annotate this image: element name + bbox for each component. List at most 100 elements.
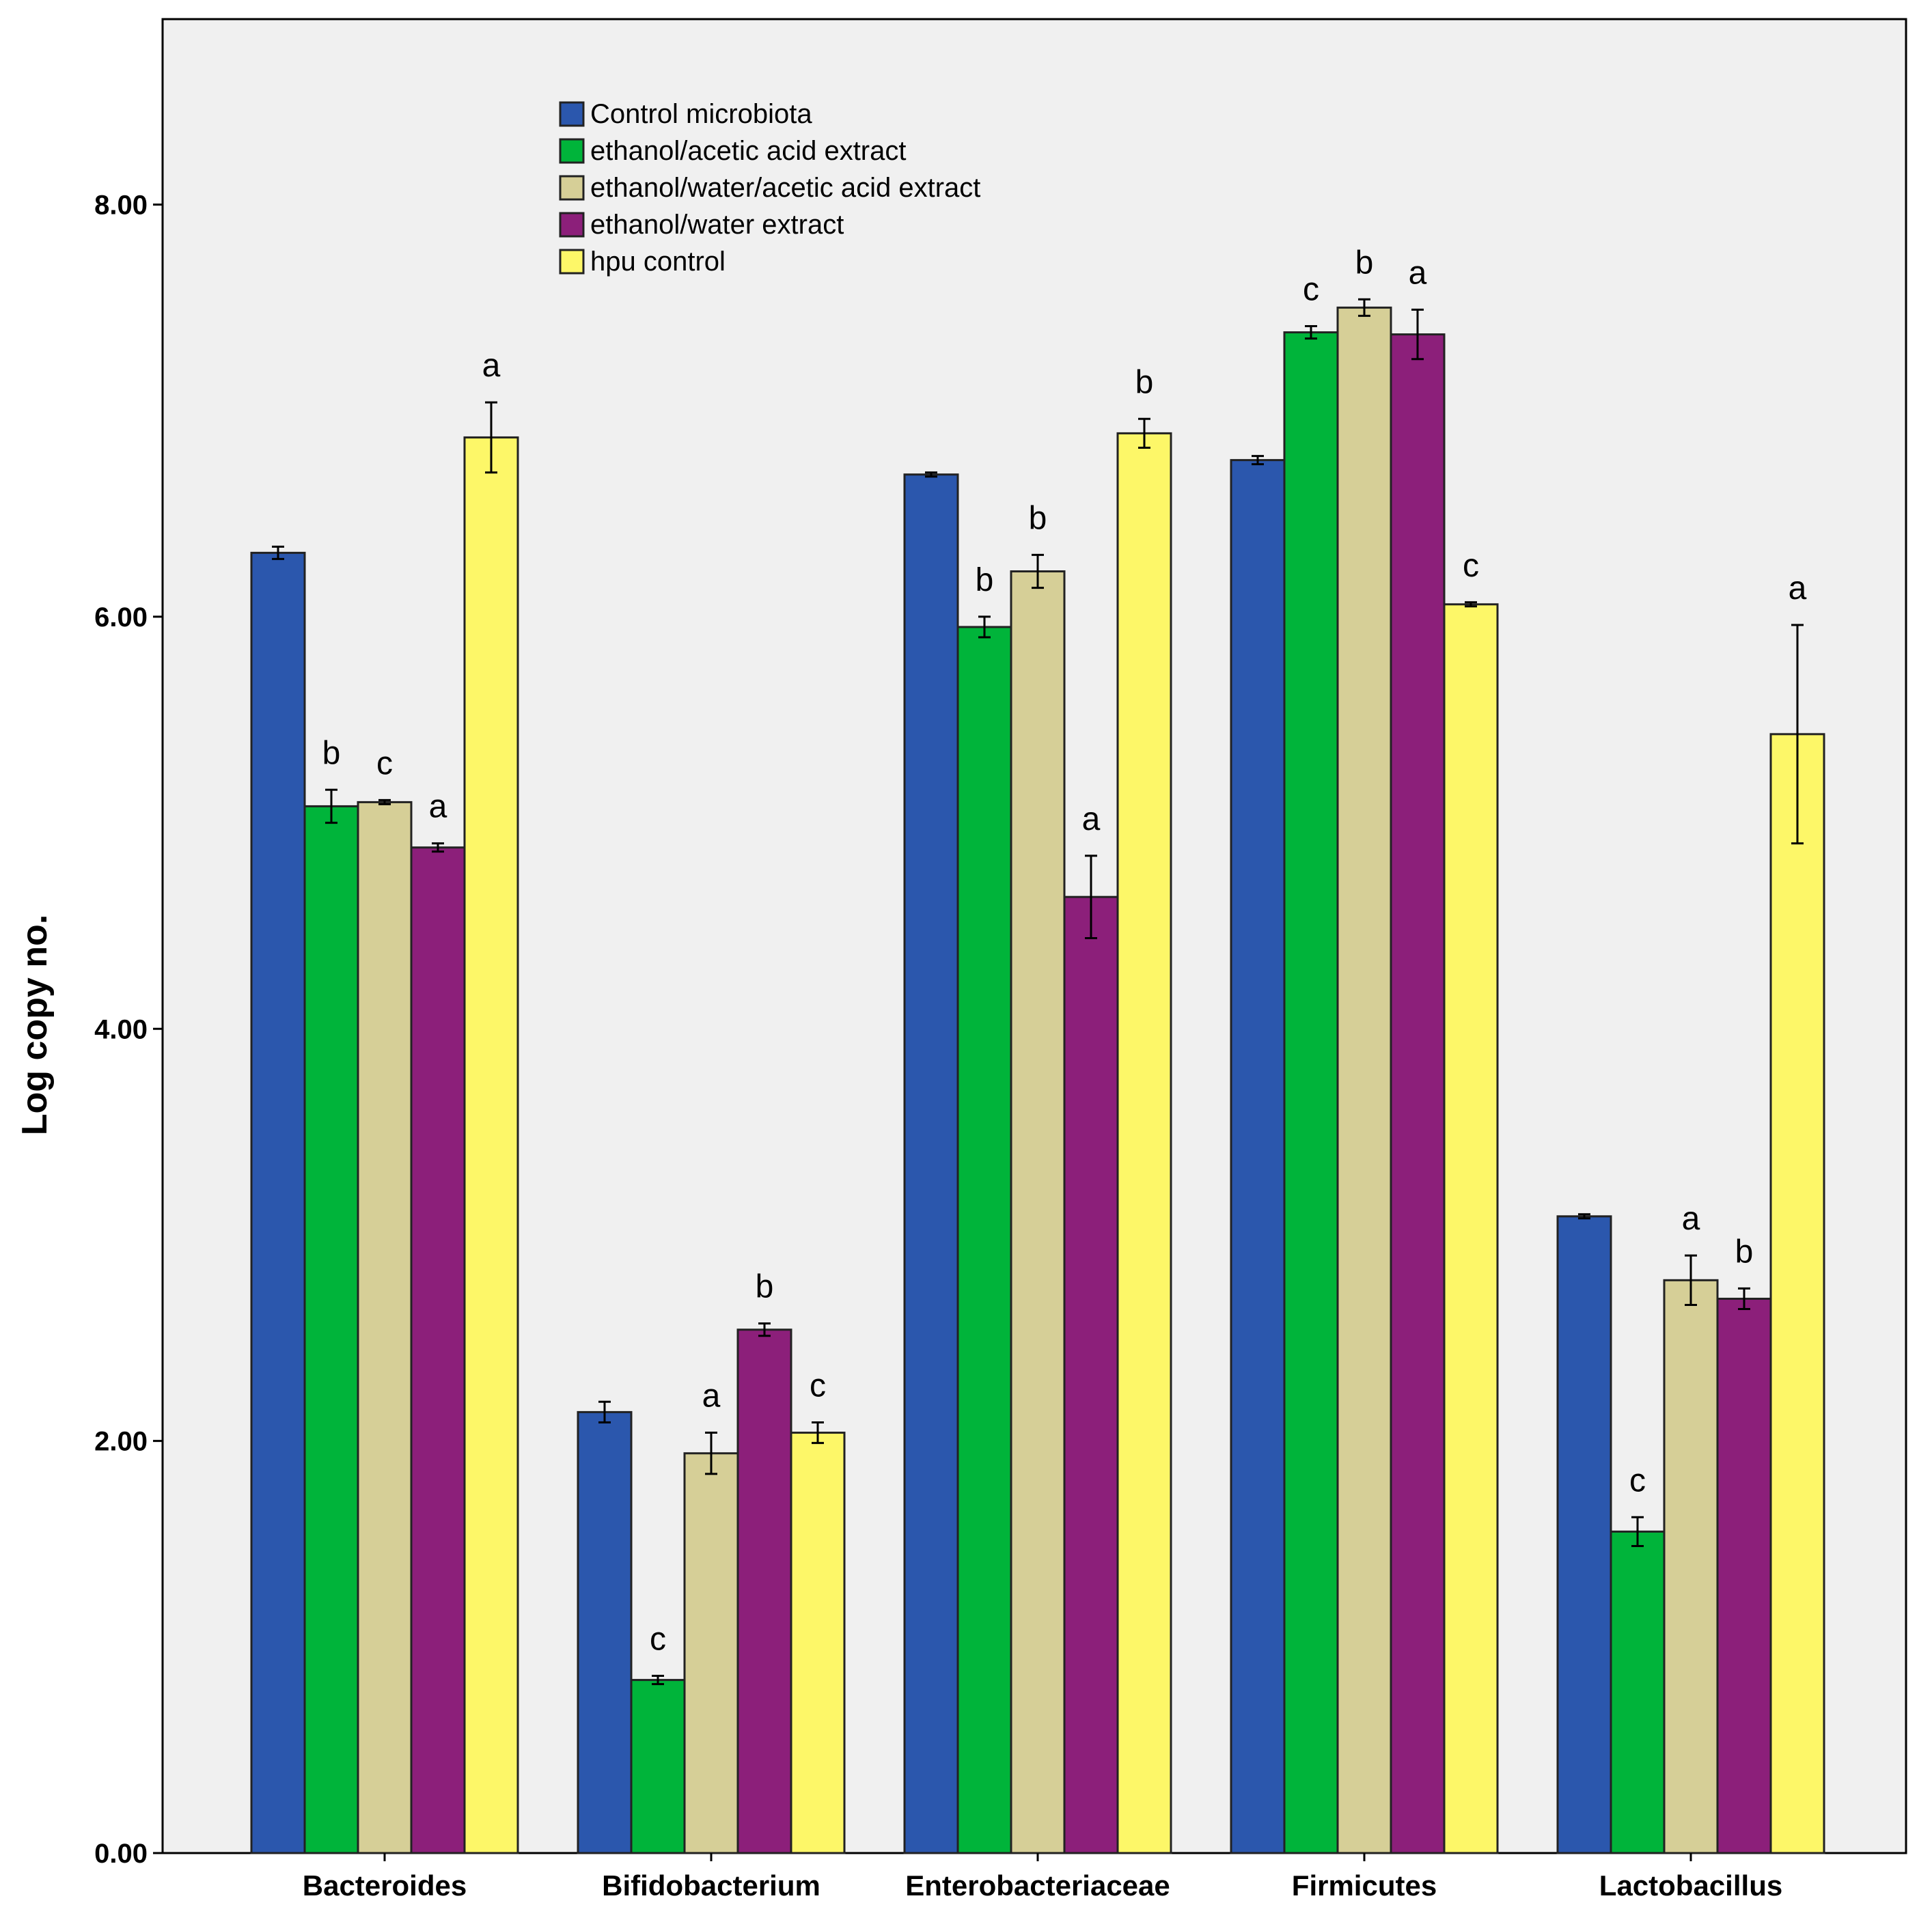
significance-label: c — [1463, 548, 1479, 584]
bar-bacteroides-series-2 — [357, 801, 413, 1854]
error-bar-bacteroides-series-0 — [272, 545, 284, 560]
legend-label: ethanol/acetic acid extract — [590, 136, 906, 166]
error-bar-bifidobacterium-series-0 — [598, 1400, 611, 1423]
significance-label: b — [1355, 245, 1374, 281]
bar-bacteroides-series-0 — [250, 551, 306, 1854]
bar-bifidobacterium-series-4 — [790, 1432, 846, 1854]
bar-enterobacteriaceae-series-4 — [1116, 432, 1172, 1854]
significance-label: b — [1735, 1234, 1754, 1270]
y-tick-label: 2.00 — [94, 1427, 148, 1457]
bar-bifidobacterium-series-3 — [736, 1328, 792, 1854]
error-bar-lactobacillus-series-2 — [1685, 1254, 1697, 1307]
error-bar-bacteroides-series-4 — [485, 401, 497, 474]
error-bar-enterobacteriaceae-series-3 — [1085, 854, 1097, 940]
bar-enterobacteriaceae-series-1 — [956, 626, 1012, 1854]
bar-bifidobacterium-series-0 — [577, 1410, 633, 1854]
significance-label: a — [1082, 801, 1101, 837]
significance-label: c — [1629, 1462, 1646, 1499]
error-bar-lactobacillus-series-0 — [1578, 1213, 1590, 1220]
significance-label: a — [1789, 570, 1807, 607]
bar-bifidobacterium-series-2 — [683, 1452, 739, 1854]
y-tick-label: 8.00 — [94, 191, 148, 221]
legend-swatch — [559, 101, 585, 127]
error-bar-bifidobacterium-series-4 — [812, 1421, 824, 1445]
legend-label: ethanol/water extract — [590, 210, 844, 240]
significance-label: b — [1029, 500, 1047, 536]
x-tick-label: Bacteroides — [303, 1869, 467, 1902]
legend-item: Control microbiota — [559, 99, 812, 129]
significance-label: c — [376, 745, 393, 781]
legend-swatch — [559, 249, 585, 275]
significance-label: c — [810, 1367, 826, 1404]
bar-firmicutes-series-0 — [1230, 459, 1286, 1854]
x-tick-label: Bifidobacterium — [602, 1869, 820, 1902]
significance-label: a — [1682, 1201, 1700, 1237]
legend-item: ethanol/acetic acid extract — [559, 136, 906, 166]
error-bar-enterobacteriaceae-series-0 — [925, 471, 937, 478]
y-axis-title: Log copy no. — [15, 915, 55, 1136]
bar-firmicutes-series-4 — [1443, 603, 1499, 1854]
error-bar-lactobacillus-series-4 — [1791, 624, 1804, 845]
y-tick-label: 0.00 — [94, 1839, 148, 1869]
bar-bacteroides-series-4 — [463, 436, 519, 1854]
legend-label: hpu control — [590, 247, 726, 277]
error-bar-bacteroides-series-2 — [378, 798, 391, 805]
x-tick-label: Firmicutes — [1292, 1869, 1437, 1902]
x-tick-label: Enterobacteriaceae — [905, 1869, 1170, 1902]
bar-lactobacillus-series-1 — [1610, 1530, 1666, 1854]
significance-label: b — [976, 562, 994, 598]
significance-label: a — [702, 1378, 721, 1415]
error-bars-layer — [272, 298, 1804, 1686]
error-bar-enterobacteriaceae-series-2 — [1032, 553, 1044, 589]
legend: Control microbiota ethanol/acetic acid ex… — [559, 99, 980, 277]
error-bar-firmicutes-series-2 — [1358, 298, 1370, 317]
x-tick-label: Lactobacillus — [1599, 1869, 1782, 1902]
legend-swatch — [559, 212, 585, 238]
significance-label: b — [756, 1269, 774, 1305]
bar-lactobacillus-series-4 — [1769, 733, 1825, 1854]
legend-swatch — [559, 175, 585, 201]
error-bar-bifidobacterium-series-1 — [652, 1675, 664, 1686]
y-tick-label: 6.00 — [94, 602, 148, 632]
error-bar-bifidobacterium-series-2 — [705, 1432, 717, 1475]
error-bar-enterobacteriaceae-series-4 — [1138, 417, 1150, 449]
bar-lactobacillus-series-3 — [1716, 1297, 1772, 1854]
legend-label: Control microbiota — [590, 99, 812, 129]
bar-bacteroides-series-1 — [303, 805, 359, 1854]
bar-firmicutes-series-2 — [1336, 306, 1392, 1854]
axes-layer: Bacteroides Bifidobacterium Enterobacteria… — [94, 191, 1782, 1902]
bars-layer — [250, 306, 1825, 1854]
significance-label: b — [1135, 364, 1154, 400]
significance-label: b — [322, 735, 341, 771]
error-bar-firmicutes-series-4 — [1465, 601, 1477, 608]
bar-lactobacillus-series-0 — [1556, 1215, 1612, 1854]
error-bar-bacteroides-series-1 — [325, 788, 337, 824]
legend-label: ethanol/water/acetic acid extract — [590, 173, 980, 203]
significance-label: c — [650, 1622, 666, 1658]
legend-item: ethanol/water/acetic acid extract — [559, 173, 980, 203]
error-bar-lactobacillus-series-1 — [1631, 1516, 1644, 1547]
bar-enterobacteriaceae-series-2 — [1010, 570, 1066, 1854]
bar-firmicutes-series-3 — [1390, 333, 1446, 1854]
error-bar-firmicutes-series-0 — [1252, 455, 1264, 466]
bar-firmicutes-series-1 — [1283, 331, 1339, 1854]
error-bar-lactobacillus-series-3 — [1738, 1287, 1750, 1311]
significance-label: c — [1303, 272, 1319, 308]
error-bar-firmicutes-series-1 — [1305, 325, 1317, 340]
significance-label: a — [429, 789, 447, 825]
bar-lactobacillus-series-2 — [1663, 1279, 1719, 1854]
bar-enterobacteriaceae-series-0 — [903, 473, 959, 1854]
legend-item: ethanol/water extract — [559, 210, 844, 240]
bar-enterobacteriaceae-series-3 — [1063, 895, 1119, 1854]
error-bar-enterobacteriaceae-series-1 — [978, 615, 991, 639]
error-bar-firmicutes-series-3 — [1411, 308, 1424, 361]
bar-bacteroides-series-3 — [410, 846, 466, 1854]
error-bar-bacteroides-series-3 — [432, 842, 444, 853]
legend-swatch — [559, 138, 585, 164]
y-tick-label: 4.00 — [94, 1014, 148, 1044]
error-bar-bifidobacterium-series-3 — [758, 1322, 771, 1337]
significance-label: a — [1409, 255, 1427, 291]
legend-item: hpu control — [559, 247, 726, 277]
